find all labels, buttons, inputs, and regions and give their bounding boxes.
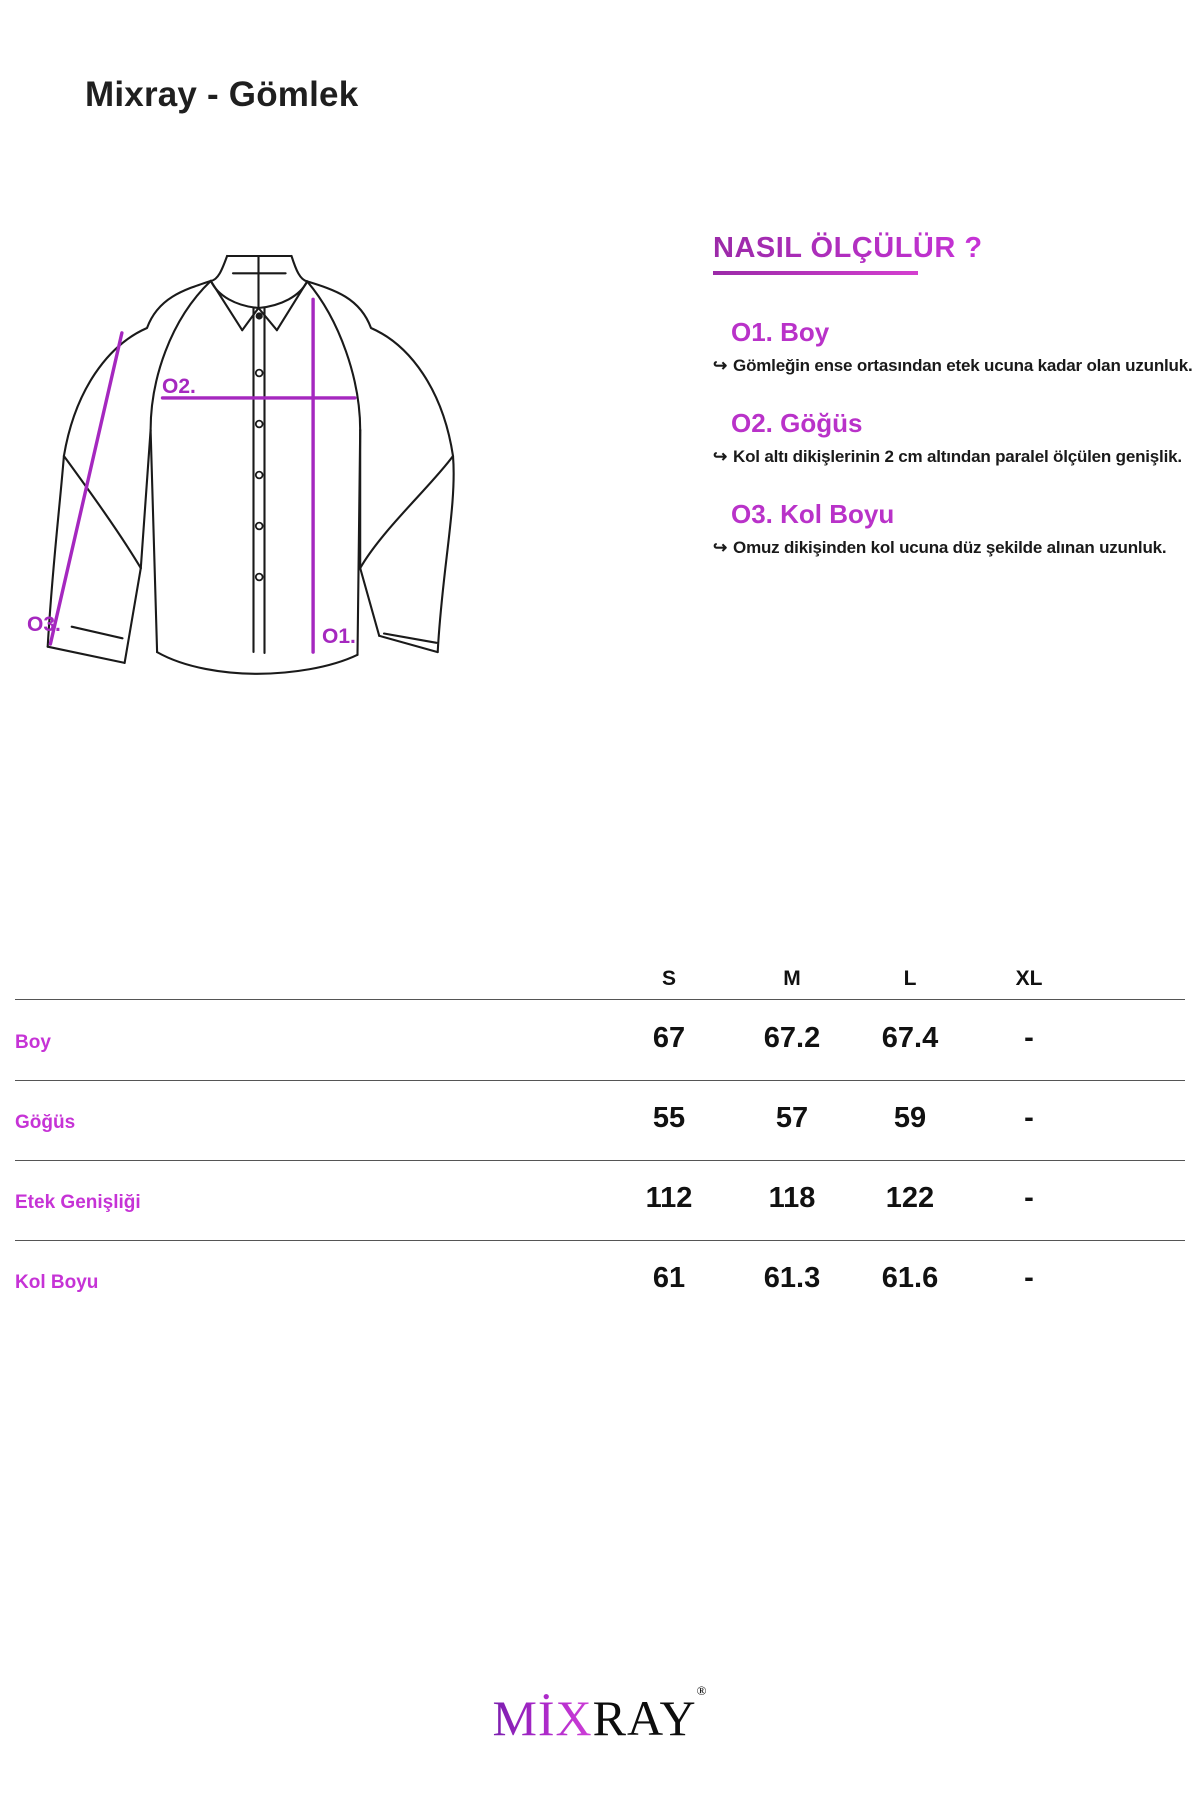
svg-text:O1.: O1. — [322, 625, 356, 648]
svg-text:O3.: O3. — [27, 613, 61, 636]
svg-text:O2.: O2. — [162, 375, 196, 398]
